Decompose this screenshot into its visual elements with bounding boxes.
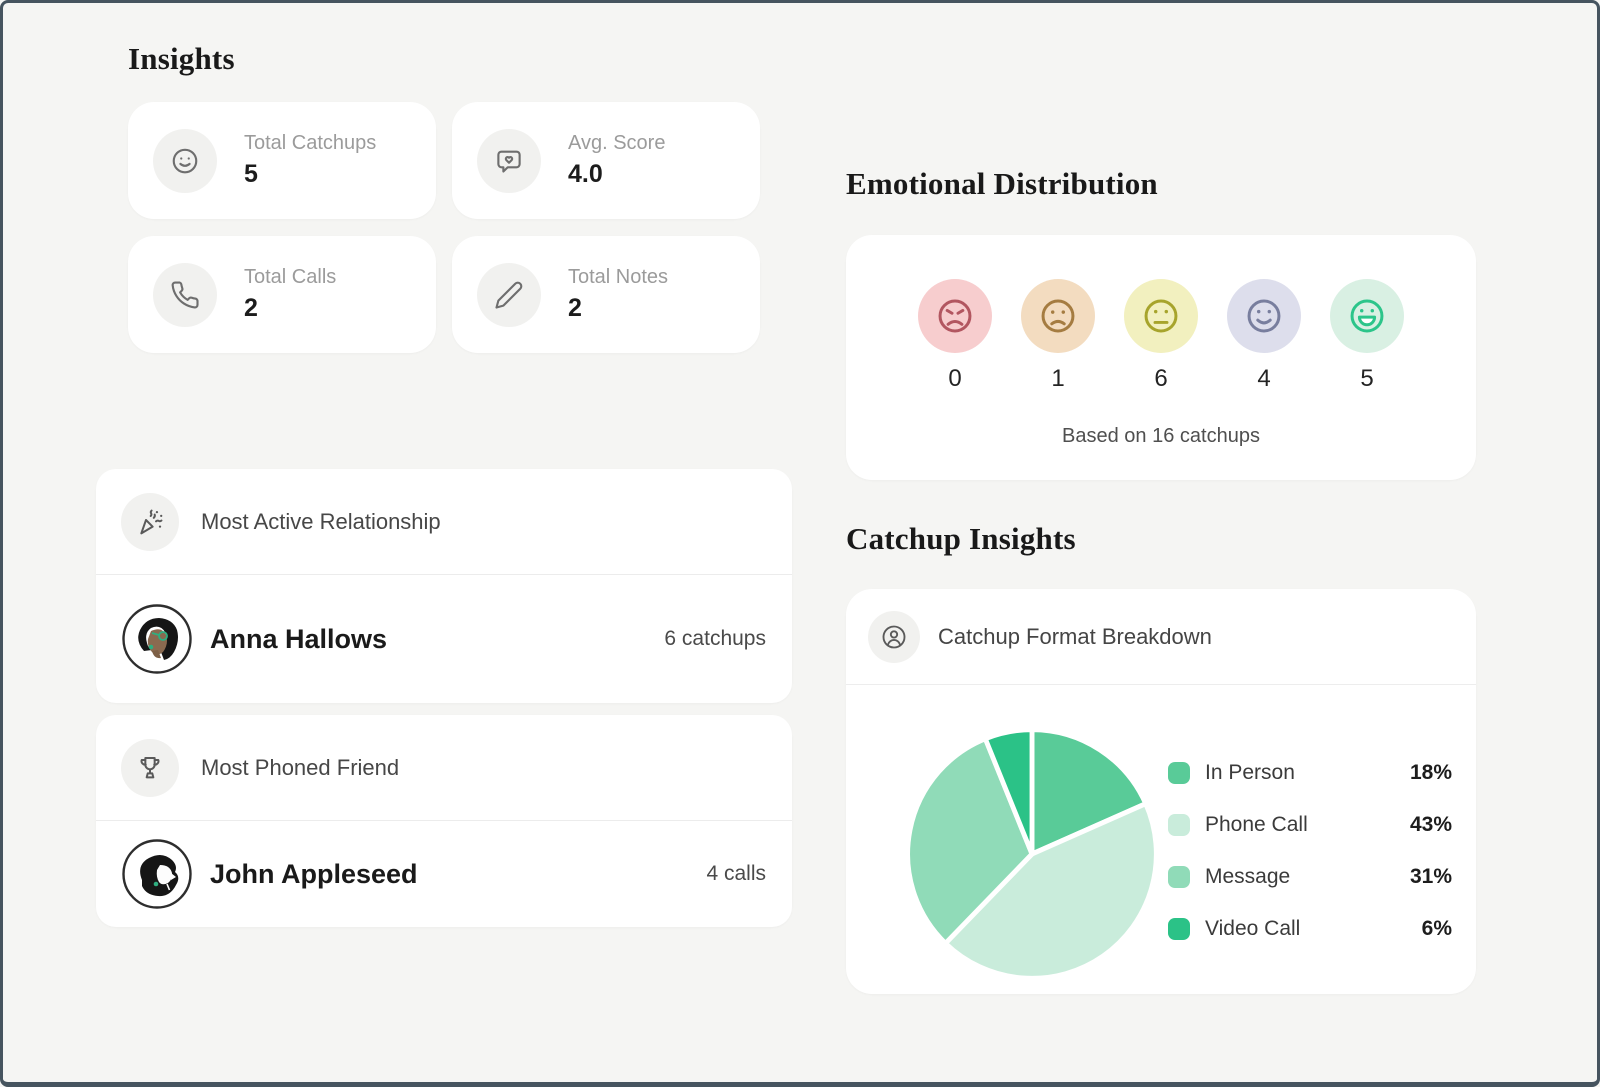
stat-label: Avg. Score	[568, 132, 666, 154]
most-active-relationship-card: Most Active Relationship Anna Hallows 6 …	[96, 469, 792, 703]
mood-sad: 1	[1021, 279, 1095, 393]
mood-neutral: 6	[1124, 279, 1198, 393]
legend-row-message: Message 31%	[1168, 851, 1452, 903]
most-phoned-header: Most Phoned Friend	[96, 715, 792, 821]
pie-slice-message	[905, 736, 1035, 946]
mood-count: 5	[1360, 365, 1374, 392]
mood-count: 0	[948, 365, 962, 392]
most-active-person-name: Anna Hallows	[210, 623, 388, 654]
mood-row: 0 1 6	[846, 279, 1476, 393]
pie-slice-video-call	[982, 727, 1035, 857]
legend-label: Message	[1205, 865, 1291, 888]
stat-value: 2	[244, 294, 258, 322]
phone-icon	[153, 262, 217, 327]
smiley-icon	[153, 128, 217, 193]
stat-label: Total Notes	[568, 266, 669, 288]
mood-count: 6	[1154, 365, 1168, 392]
emotional-distribution-card: 0 1 6	[846, 235, 1476, 480]
format-card-title: Catchup Format Breakdown	[938, 623, 1212, 649]
trophy-icon	[121, 738, 179, 797]
stat-card-avg-score: Avg. Score 4.0	[452, 102, 760, 219]
most-active-title: Most Active Relationship	[201, 508, 441, 534]
most-phoned-friend-card: Most Phoned Friend John Appleseed 4 call…	[96, 715, 792, 927]
mood-happy: 5	[1330, 279, 1404, 393]
catchup-insights-title: Catchup Insights	[846, 521, 1076, 556]
most-active-person-row[interactable]: Anna Hallows 6 catchups	[96, 575, 792, 703]
legend-row-in-person: In Person 18%	[1168, 747, 1452, 799]
legend-percent: 6%	[1421, 917, 1452, 940]
in-person-swatch	[1168, 762, 1190, 784]
most-active-metric: 6 catchups	[664, 627, 766, 650]
emotional-distribution-title: Emotional Distribution	[846, 166, 1158, 201]
pie-slice-phone-call	[943, 801, 1159, 981]
stat-label: Total Catchups	[244, 132, 377, 154]
mood-count: 4	[1257, 365, 1271, 392]
user-circle-icon	[868, 610, 920, 663]
phone-call-swatch	[1168, 814, 1190, 836]
format-card-body: In Person 18% Phone Call 43% Message 31%…	[846, 685, 1476, 994]
most-active-header: Most Active Relationship	[96, 469, 792, 575]
anna-avatar	[122, 604, 192, 674]
pencil-icon	[477, 262, 541, 327]
pie-slice-in-person	[1029, 727, 1149, 857]
sad-face-icon	[1021, 279, 1095, 353]
grin-face-icon	[1330, 279, 1404, 353]
most-phoned-person-row[interactable]: John Appleseed 4 calls	[96, 821, 792, 927]
mood-content: 4	[1227, 279, 1301, 393]
mood-count: 1	[1051, 365, 1065, 392]
party-popper-icon	[121, 492, 179, 551]
stat-card-total-notes: Total Notes 2	[452, 236, 760, 353]
emotion-note: Based on 16 catchups	[1062, 425, 1260, 447]
legend-label: Video Call	[1205, 917, 1301, 940]
stat-value: 2	[568, 294, 582, 322]
stat-card-total-catchups: Total Catchups 5	[128, 102, 436, 219]
insights-section-title: Insights	[128, 41, 235, 76]
john-avatar	[122, 839, 192, 909]
stat-label: Total Calls	[244, 266, 337, 288]
stat-value: 5	[244, 160, 258, 188]
most-phoned-title: Most Phoned Friend	[201, 754, 400, 780]
legend-row-phone-call: Phone Call 43%	[1168, 799, 1452, 851]
catchup-format-card: Catchup Format Breakdown In Person 18% P…	[846, 589, 1476, 994]
legend-percent: 43%	[1409, 813, 1452, 836]
mood-angry: 0	[918, 279, 992, 393]
most-phoned-person-name: John Appleseed	[210, 858, 418, 889]
message-swatch	[1168, 866, 1190, 888]
legend-label: In Person	[1205, 761, 1295, 784]
stat-value: 4.0	[568, 160, 603, 188]
stat-card-total-calls: Total Calls 2	[128, 236, 436, 353]
angry-face-icon	[918, 279, 992, 353]
video-call-swatch	[1168, 918, 1190, 940]
legend-row-video-call: Video Call 6%	[1168, 903, 1452, 955]
format-pie-chart	[905, 727, 1159, 981]
smile-face-icon	[1227, 279, 1301, 353]
format-card-header: Catchup Format Breakdown	[846, 589, 1476, 685]
legend-percent: 31%	[1409, 865, 1452, 888]
pie-legend: In Person 18% Phone Call 43% Message 31%…	[1168, 747, 1452, 955]
neutral-face-icon	[1124, 279, 1198, 353]
most-phoned-metric: 4 calls	[706, 862, 766, 885]
stats-grid: Total Catchups 5 Avg. Score 4.0 Total Ca…	[128, 102, 760, 353]
legend-label: Phone Call	[1205, 813, 1308, 836]
legend-percent: 18%	[1409, 761, 1452, 784]
message-heart-icon	[477, 128, 541, 193]
